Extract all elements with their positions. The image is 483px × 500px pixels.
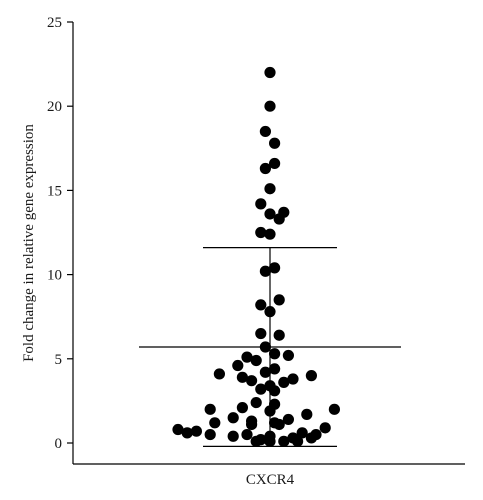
data-point	[181, 427, 193, 439]
y-tick-label: 15	[47, 183, 62, 199]
data-point	[292, 435, 304, 447]
data-point	[269, 363, 281, 375]
data-point	[259, 341, 271, 353]
data-point	[264, 66, 276, 79]
data-point	[259, 366, 271, 378]
data-point	[305, 432, 317, 444]
data-point	[328, 403, 340, 415]
y-axis-title: Fold change in relative gene expression	[21, 124, 37, 362]
data-point	[255, 198, 267, 210]
data-points	[172, 66, 340, 447]
data-point	[259, 162, 271, 175]
y-tick-label: 10	[47, 268, 62, 284]
data-point	[255, 327, 267, 340]
data-point	[259, 125, 271, 138]
data-point	[246, 375, 258, 387]
data-point	[236, 371, 248, 383]
data-point	[282, 413, 294, 426]
data-point	[255, 299, 267, 311]
data-point	[296, 427, 308, 439]
data-point	[269, 157, 281, 170]
data-point	[246, 418, 258, 431]
data-point	[241, 428, 253, 441]
data-point	[204, 403, 216, 415]
data-point	[241, 351, 253, 363]
data-point	[172, 423, 184, 436]
data-point	[278, 435, 290, 447]
data-point	[264, 228, 276, 240]
data-point	[213, 368, 225, 380]
data-point	[264, 183, 276, 195]
data-point	[259, 265, 271, 277]
data-point	[264, 405, 276, 417]
data-point	[269, 137, 281, 149]
data-point	[227, 430, 239, 442]
data-point	[209, 417, 221, 429]
y-ticks: 0 5 10 15 20 25	[47, 15, 73, 452]
data-point	[319, 422, 331, 434]
data-point	[273, 418, 285, 431]
data-point	[236, 402, 248, 414]
data-point	[264, 208, 276, 220]
data-point	[269, 385, 281, 397]
data-point	[255, 226, 267, 239]
data-point	[287, 373, 299, 385]
y-tick-label: 25	[47, 15, 62, 31]
y-tick-label: 0	[55, 436, 63, 452]
data-point	[264, 435, 276, 447]
data-point	[269, 262, 281, 274]
data-point	[273, 294, 285, 306]
data-point	[269, 348, 281, 360]
data-point	[232, 359, 244, 372]
data-point	[282, 349, 294, 362]
data-point	[301, 408, 313, 420]
data-point	[273, 329, 285, 341]
data-point	[227, 412, 239, 424]
data-point	[278, 376, 290, 388]
data-point	[250, 354, 262, 367]
y-tick-label: 5	[55, 352, 63, 368]
data-point	[204, 428, 216, 441]
x-category-label: CXCR4	[246, 472, 295, 488]
y-tick-label: 20	[47, 99, 62, 115]
data-point	[273, 213, 285, 225]
data-point	[250, 396, 262, 409]
data-point	[255, 383, 267, 395]
data-point	[305, 370, 317, 382]
axes: 0 5 10 15 20 25	[47, 15, 465, 465]
data-point	[190, 425, 202, 437]
x-category-labels: CXCR4	[246, 472, 295, 488]
data-point	[264, 100, 276, 112]
data-point	[264, 306, 276, 318]
data-point	[250, 435, 262, 447]
